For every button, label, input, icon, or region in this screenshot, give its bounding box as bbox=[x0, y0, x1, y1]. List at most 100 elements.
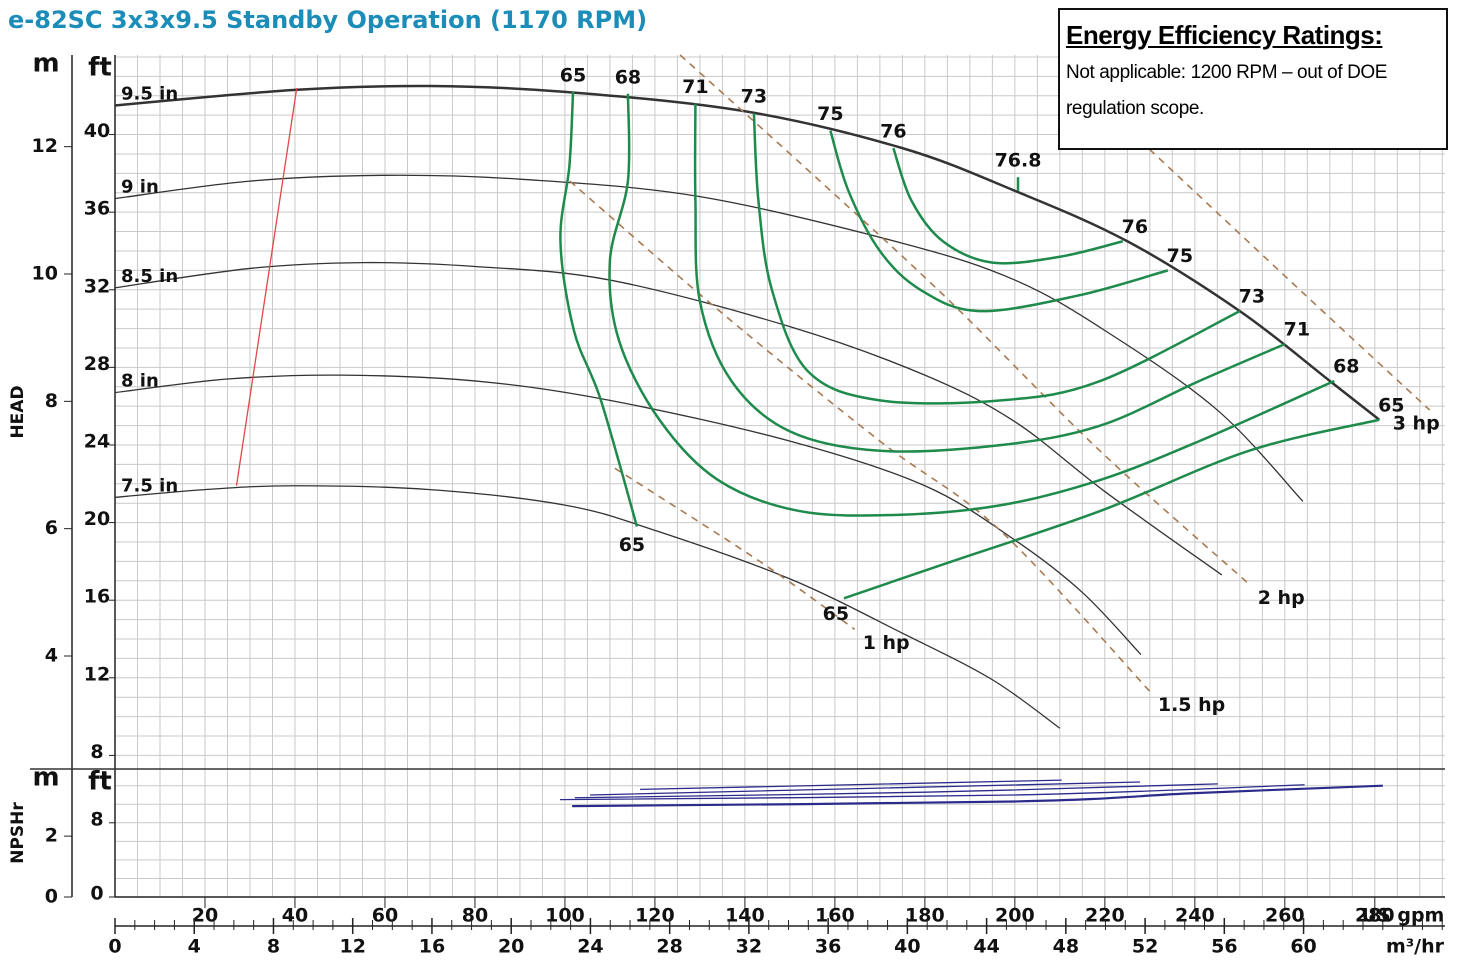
x2-tick-label: 20 bbox=[498, 936, 524, 958]
x2-tick-label: 8 bbox=[267, 936, 280, 958]
power-line bbox=[569, 180, 1151, 692]
impeller-label: 9.5 in bbox=[121, 83, 178, 104]
efficiency-label: 75 bbox=[817, 103, 843, 125]
y-tick-label: 24 bbox=[84, 430, 110, 452]
rating-heading: Energy Efficiency Ratings: bbox=[1066, 20, 1383, 50]
x-tick-label: 160 bbox=[815, 905, 855, 927]
y-tick-label: 40 bbox=[84, 120, 110, 142]
efficiency-label: 65 bbox=[560, 64, 586, 86]
efficiency-label: 65 bbox=[823, 603, 849, 625]
x-tick-label: 180 bbox=[905, 905, 945, 927]
impeller-label: 9 in bbox=[121, 177, 159, 198]
efficiency-label: 76 bbox=[880, 121, 906, 143]
chart-title: e-82SC 3x3x9.5 Standby Operation (1170 R… bbox=[8, 6, 648, 34]
power-label: 3 hp bbox=[1393, 413, 1440, 435]
efficiency-curve bbox=[892, 147, 1124, 265]
npsh-curve bbox=[572, 784, 1383, 808]
y-tick-label: 32 bbox=[84, 275, 110, 297]
x2-tick-label: 44 bbox=[973, 936, 999, 958]
axis-label: HEAD bbox=[8, 385, 28, 438]
x2-tick-label: 12 bbox=[339, 936, 365, 958]
x-axis-label: US gpm bbox=[1362, 905, 1445, 927]
y2-tick-label: 0 bbox=[45, 886, 58, 908]
x2-tick-label: 40 bbox=[894, 936, 920, 958]
npsh-curve bbox=[640, 779, 1062, 791]
x2-tick-label: 36 bbox=[815, 936, 841, 958]
y2-tick-label: 6 bbox=[45, 517, 58, 539]
unit-label: ft bbox=[88, 767, 112, 797]
x2-tick-label: 0 bbox=[108, 936, 121, 958]
x-tick-label: 200 bbox=[995, 905, 1035, 927]
efficiency-label: 73 bbox=[1239, 286, 1265, 308]
y2-tick-label: 10 bbox=[32, 263, 58, 285]
efficiency-curve bbox=[752, 113, 1241, 405]
axis-label: NPSHr bbox=[8, 802, 28, 864]
unit-label: m bbox=[32, 763, 59, 793]
y-tick-label: 8 bbox=[90, 808, 103, 830]
y2-tick-label: 2 bbox=[45, 825, 58, 847]
efficiency-label: 68 bbox=[615, 66, 641, 88]
impeller-label: 7.5 in bbox=[121, 475, 178, 496]
impeller-label: 8 in bbox=[121, 371, 159, 392]
rating-box: Energy Efficiency Ratings: Not applicabl… bbox=[1058, 8, 1448, 150]
efficiency-label: 73 bbox=[741, 86, 767, 108]
unit-label: ft bbox=[88, 53, 112, 83]
x-tick-label: 120 bbox=[635, 905, 675, 927]
x-tick-label: 100 bbox=[545, 905, 585, 927]
efficiency-curve bbox=[829, 130, 1169, 313]
x2-axis-label: m³/hr bbox=[1386, 936, 1445, 958]
power-label: 1.5 hp bbox=[1158, 694, 1225, 716]
x-tick-label: 20 bbox=[192, 905, 218, 927]
y-tick-label: 20 bbox=[84, 508, 110, 530]
npsh-curve bbox=[590, 781, 1140, 796]
x-tick-label: 80 bbox=[462, 905, 488, 927]
rating-text: Not applicable: 1200 RPM – out of DOE re… bbox=[1066, 62, 1388, 119]
x-tick-label: 260 bbox=[1265, 905, 1305, 927]
power-line bbox=[679, 54, 1251, 586]
y2-tick-label: 4 bbox=[45, 644, 58, 666]
y-tick-label: 12 bbox=[84, 663, 110, 685]
power-label: 1 hp bbox=[863, 632, 910, 654]
x-tick-label: 140 bbox=[725, 905, 765, 927]
efficiency-curve bbox=[693, 103, 1286, 453]
impeller-curve bbox=[114, 374, 1142, 655]
x-tick-label: 240 bbox=[1175, 905, 1215, 927]
x2-tick-label: 56 bbox=[1211, 936, 1237, 958]
y2-tick-label: 12 bbox=[32, 135, 58, 157]
efficiency-label: 65 bbox=[619, 534, 645, 556]
y-tick-label: 28 bbox=[84, 353, 110, 375]
efficiency-label: 76.8 bbox=[995, 150, 1042, 172]
x-tick-label: 220 bbox=[1085, 905, 1125, 927]
y-tick-label: 0 bbox=[90, 883, 103, 905]
power-line bbox=[614, 467, 856, 630]
x2-tick-label: 28 bbox=[656, 936, 682, 958]
x2-tick-label: 4 bbox=[188, 936, 201, 958]
npsh-curve bbox=[559, 784, 1305, 801]
efficiency-curve bbox=[608, 93, 1335, 517]
unit-label: m bbox=[32, 49, 59, 79]
x-tick-label: 40 bbox=[282, 905, 308, 927]
x2-tick-label: 48 bbox=[1053, 936, 1079, 958]
x2-tick-label: 24 bbox=[577, 936, 603, 958]
x2-tick-label: 32 bbox=[736, 936, 762, 958]
impeller-curve bbox=[114, 174, 1304, 502]
efficiency-label: 68 bbox=[1333, 355, 1359, 377]
x2-tick-label: 52 bbox=[1132, 936, 1158, 958]
x2-tick-label: 60 bbox=[1290, 936, 1316, 958]
efficiency-label: 65 bbox=[1378, 394, 1404, 416]
impeller-label: 8.5 in bbox=[121, 266, 178, 287]
x-tick-label: 280 bbox=[1355, 905, 1395, 927]
power-label: 2 hp bbox=[1258, 587, 1305, 609]
x2-tick-label: 16 bbox=[419, 936, 445, 958]
efficiency-label: 71 bbox=[682, 76, 708, 98]
min-flow-line bbox=[235, 87, 298, 486]
efficiency-label: 75 bbox=[1167, 245, 1193, 267]
y-tick-label: 16 bbox=[84, 586, 110, 608]
impeller-curve bbox=[114, 485, 1061, 729]
efficiency-curve bbox=[559, 91, 1380, 600]
y-tick-label: 8 bbox=[90, 741, 103, 763]
y-tick-label: 36 bbox=[84, 198, 110, 220]
efficiency-label: 71 bbox=[1284, 319, 1310, 341]
